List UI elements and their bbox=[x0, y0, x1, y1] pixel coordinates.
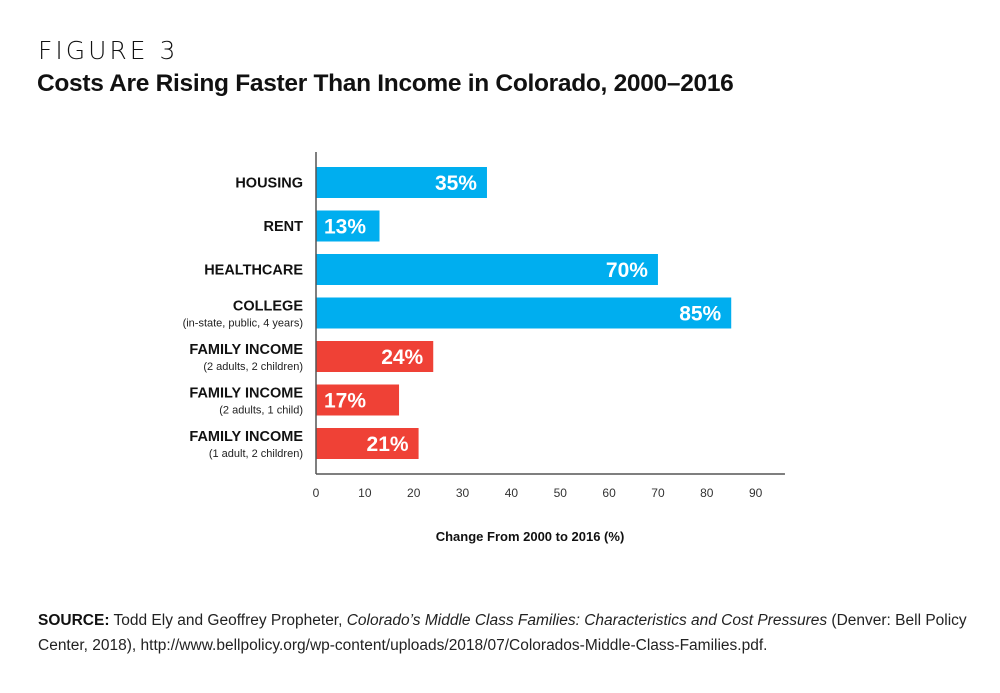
x-tick-labels: 0 10 20 30 40 50 60 70 80 90 bbox=[313, 486, 763, 500]
figure-label: FIGURE 3 bbox=[38, 36, 179, 65]
bar-value-label: 13% bbox=[324, 216, 366, 239]
bar-value-label: 17% bbox=[324, 390, 366, 413]
x-tick-label: 40 bbox=[505, 486, 519, 500]
bar-value-label: 35% bbox=[435, 172, 477, 195]
x-axis-title: Change From 2000 to 2016 (%) bbox=[436, 529, 625, 544]
source-note: SOURCE: Todd Ely and Geoffrey Propheter,… bbox=[38, 608, 973, 658]
axes bbox=[315, 152, 785, 475]
bar-5 bbox=[316, 341, 434, 372]
source-label: SOURCE: bbox=[38, 612, 110, 629]
category-label: FAMILY INCOME bbox=[189, 429, 303, 445]
x-tick-label: 0 bbox=[313, 486, 320, 500]
category-label: FAMILY INCOME bbox=[189, 342, 303, 358]
x-tick-label: 60 bbox=[602, 486, 616, 500]
bar-7 bbox=[316, 428, 419, 459]
bar-chart: 35% 13% 70% 85% 24% 17%21% HOUSING RENT HEALTHC… bbox=[183, 152, 785, 544]
bar-4 bbox=[316, 297, 732, 329]
bar-value-label: 70% bbox=[606, 259, 648, 282]
x-tick-label: 30 bbox=[456, 486, 470, 500]
chart-title: Costs Are Rising Faster Than Income in C… bbox=[37, 70, 734, 97]
category-sublabel: (1 adult, 2 children) bbox=[209, 448, 303, 460]
bar-3 bbox=[316, 254, 658, 285]
bar-value-label: 24% bbox=[381, 346, 423, 369]
bar-value-label: 85% bbox=[679, 303, 721, 326]
category-label: HOUSING bbox=[235, 176, 303, 192]
bar-value-label: 21% bbox=[367, 433, 409, 456]
x-tick-label: 80 bbox=[700, 486, 714, 500]
bar-6 bbox=[316, 384, 400, 416]
bars-layer: 35% 13% 70% 85% 24% 17%21% bbox=[316, 167, 732, 459]
x-tick-label: 70 bbox=[651, 486, 665, 500]
category-sublabel: (2 adults, 1 child) bbox=[219, 405, 303, 417]
category-label: FAMILY INCOME bbox=[189, 386, 303, 402]
source-authors: Todd Ely and Geoffrey Propheter, bbox=[109, 612, 347, 629]
category-sublabel: (2 adults, 2 children) bbox=[203, 361, 303, 373]
x-tick-label: 20 bbox=[407, 486, 421, 500]
x-tick-label: 50 bbox=[554, 486, 568, 500]
source-work-title: Colorado’s Middle Class Families: Charac… bbox=[346, 612, 828, 629]
category-sublabel: (in-state, public, 4 years) bbox=[183, 318, 303, 330]
category-label: COLLEGE bbox=[233, 299, 303, 315]
bar-2 bbox=[316, 210, 380, 242]
source-details: (Denver: Bell Policy Center, 2018), http… bbox=[38, 612, 967, 654]
x-tick-label: 10 bbox=[358, 486, 372, 500]
category-label: RENT bbox=[264, 219, 304, 235]
category-labels: HOUSING RENT HEALTHCARE COLLEGE (in-state, p… bbox=[183, 176, 304, 461]
x-tick-label: 90 bbox=[749, 486, 763, 500]
bar-1 bbox=[316, 167, 487, 198]
category-label: HEALTHCARE bbox=[204, 263, 303, 279]
